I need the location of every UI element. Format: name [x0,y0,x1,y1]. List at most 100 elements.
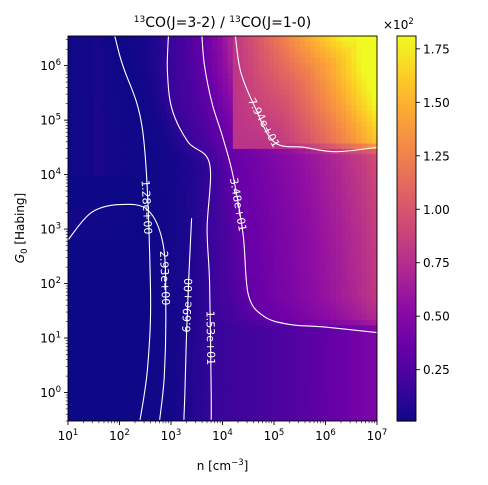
heatmap-cell [134,324,141,331]
heatmap-cell [201,148,208,155]
heatmap-cell [310,324,316,331]
heatmap-cell [274,308,280,315]
heatmap-cell [274,164,280,171]
heatmap-cell [315,319,321,326]
heatmap-cell [351,89,357,96]
heatmap-cell [155,94,162,101]
heatmap-cell [160,303,167,310]
heatmap-cell [289,351,296,358]
heatmap-cell [207,351,213,358]
heatmap-cell [361,308,368,315]
heatmap-cell [160,255,167,262]
heatmap-cell [201,335,208,342]
heatmap-cell [129,298,136,304]
contour-lines [68,36,377,420]
heatmap-cell [93,394,100,401]
heatmap-cell [325,367,332,374]
heatmap-cell [294,281,301,288]
heatmap-cell [315,169,321,176]
heatmap-cell [114,394,121,401]
heatmap-cell [119,175,126,181]
heatmap-cell [227,41,234,48]
heatmap-cell [212,100,218,107]
heatmap-cell [201,169,208,176]
heatmap-cell [243,142,249,149]
heatmap-cell [140,175,146,181]
heatmap-cell [361,100,368,107]
heatmap-cell [243,260,249,267]
heatmap-cell [268,399,275,406]
heatmap-cell [119,126,126,133]
heatmap-cell [366,292,373,299]
heatmap-cell [109,335,115,342]
heatmap-cell [340,314,347,321]
heatmap-cell [237,244,244,251]
heatmap-cell [279,148,285,155]
heatmap-cell [356,62,363,69]
heatmap-cell [124,415,131,421]
heatmap-cell [165,142,172,149]
heatmap-cell [217,191,224,198]
heatmap-cell [299,314,306,321]
heatmap-cell [237,196,244,203]
heatmap-cell [330,281,337,288]
heatmap-cell [263,84,270,91]
heatmap-cell [294,137,301,144]
heatmap-cell [145,223,151,230]
heatmap-cell [88,265,95,272]
heatmap-cell [78,116,85,123]
heatmap-cell [237,132,244,139]
heatmap-cell [176,287,182,294]
heatmap-cell [140,335,146,342]
heatmap-cell [335,153,342,160]
heatmap-cell [284,388,291,395]
heatmap-cell [356,94,363,101]
heatmap-cell [330,260,337,267]
heatmap-cell [294,388,301,395]
heatmap-cell [248,356,254,363]
heatmap-cell [356,148,363,155]
heatmap-cell [201,314,208,321]
heatmap-cell [150,239,157,246]
heatmap-cell [93,351,100,358]
heatmap-cell [88,223,95,230]
heatmap-cell [171,89,177,96]
colorbar-segment [397,167,416,172]
heatmap-cell [98,362,105,369]
heatmap-cell [315,388,321,395]
heatmap-cell [129,175,136,181]
heatmap-cell [371,319,377,326]
heatmap-cell [73,415,79,421]
heatmap-cell [330,180,337,187]
heatmap-cell [346,132,352,139]
heatmap-cell [155,169,162,176]
heatmap-cell [114,132,121,139]
heatmap-cell [294,153,301,160]
heatmap-cell [274,175,280,181]
heatmap-cell [119,52,126,58]
heatmap-cell [361,89,368,96]
heatmap-cell [356,244,363,251]
heatmap-cell [340,89,347,96]
heatmap-cell [294,196,301,203]
heatmap-cell [155,68,162,75]
heatmap-cell [212,340,218,347]
heatmap-cell [232,212,239,219]
heatmap-cell [330,36,337,42]
heatmap-cell [109,255,115,262]
heatmap-cell [68,276,74,283]
heatmap-cell [361,68,368,75]
heatmap-cell [232,94,239,101]
heatmap-cell [201,164,208,171]
heatmap-cell [356,399,363,406]
heatmap-cell [68,100,74,107]
heatmap-cell [78,57,85,64]
heatmap-cell [371,116,377,123]
heatmap-cell [232,335,239,342]
heatmap-cell [150,223,157,230]
heatmap-cell [98,201,105,208]
colorbar-segment [397,145,416,149]
heatmap-cell [356,132,363,139]
colorbar-segment [397,80,416,85]
heatmap-cell [134,46,141,53]
